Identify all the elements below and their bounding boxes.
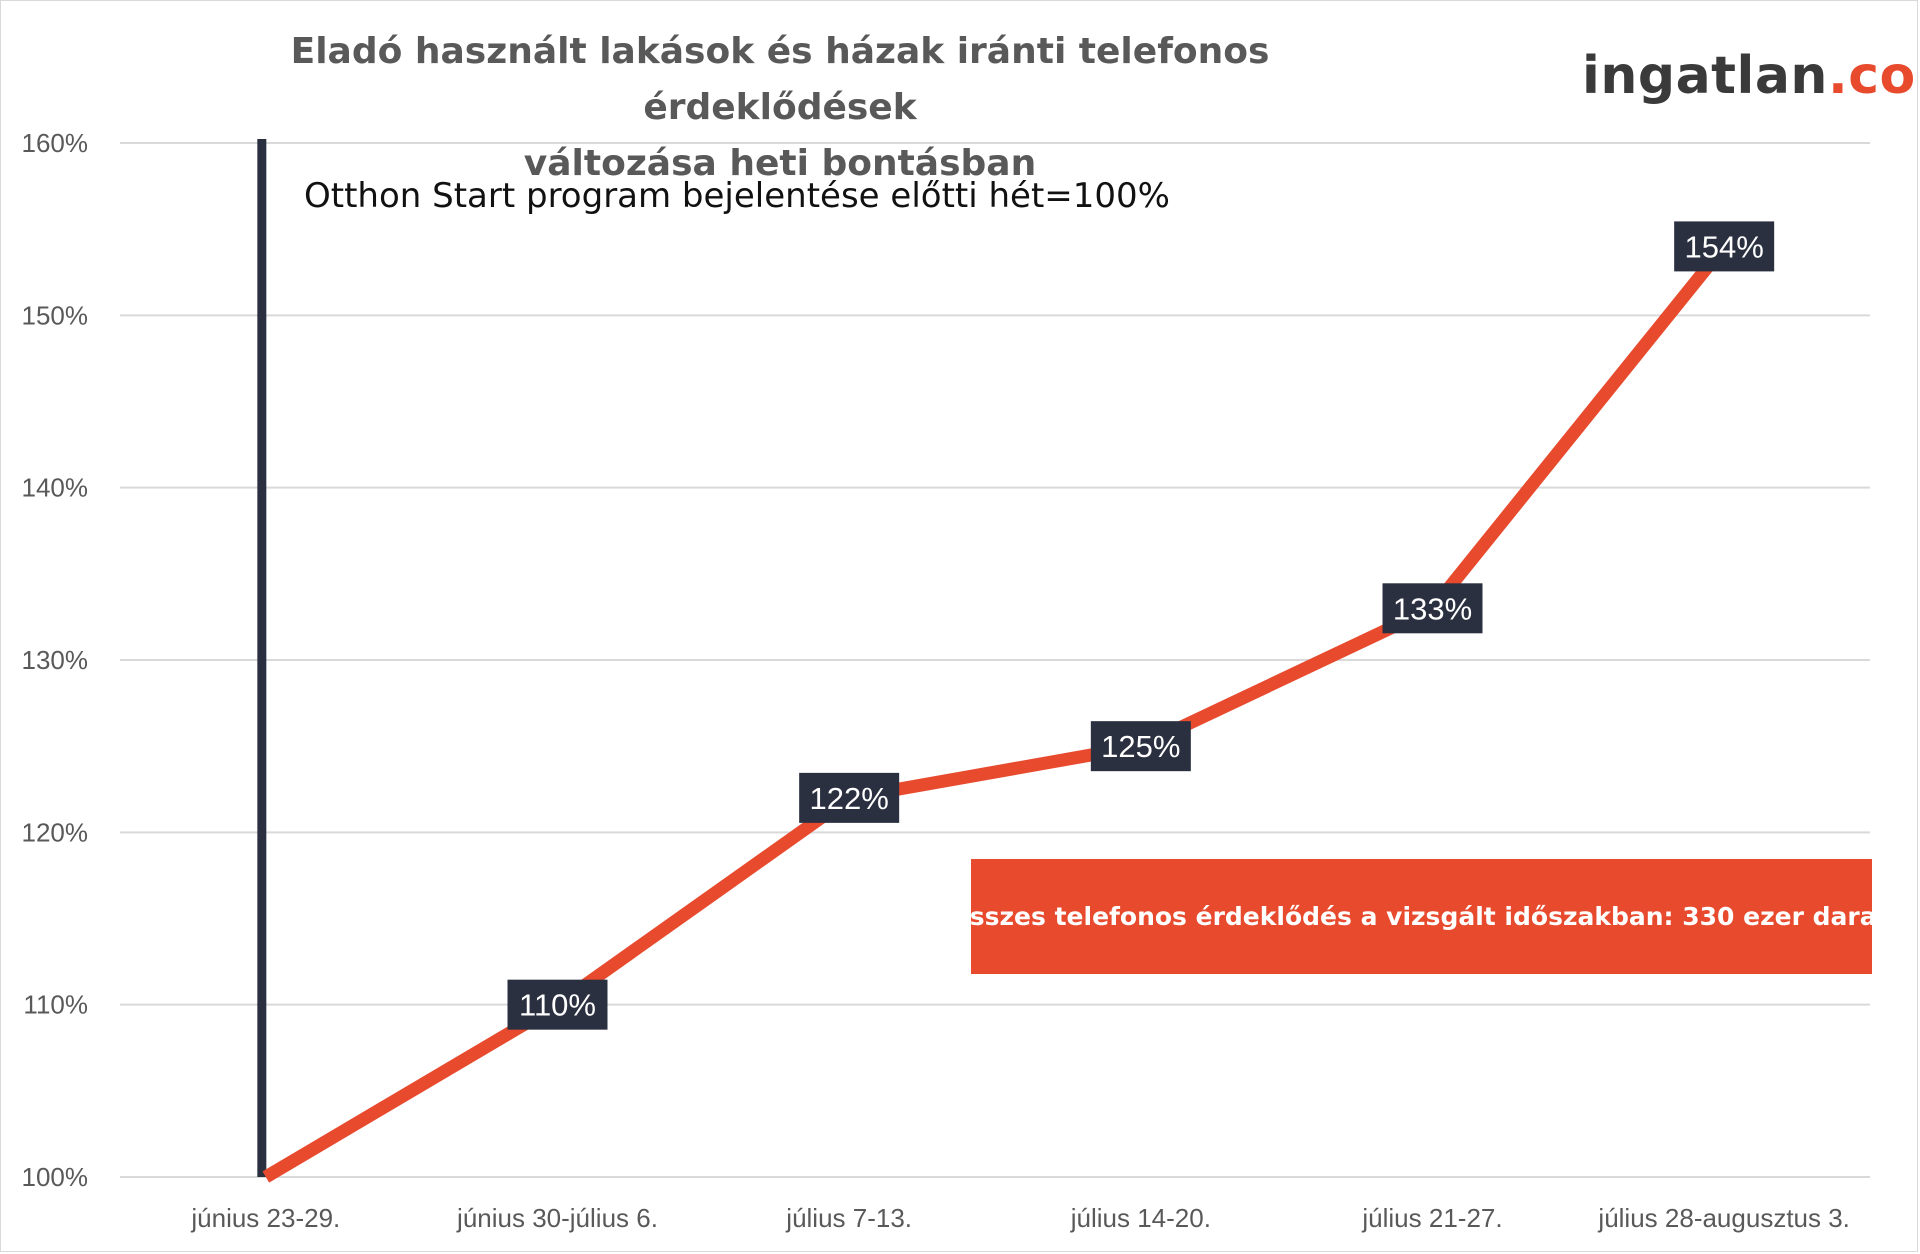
chart-title-line-2: változása heti bontásban [523, 143, 1037, 184]
data-label: 122% [810, 781, 889, 816]
chart-title: Eladó használt lakások és házak iránti t… [280, 24, 1280, 192]
x-tick-label: július 28-augusztus 3. [1597, 1203, 1849, 1233]
data-label: 125% [1101, 729, 1180, 764]
x-tick-label: július 21-27. [1361, 1203, 1502, 1233]
ingatlan-logo: ingatlan.com [1582, 46, 1920, 106]
x-tick-label: június 30-július 6. [456, 1203, 658, 1233]
y-axis-ticks: 100% 110% 120% 130% 140% 150% 160% [22, 128, 89, 1192]
y-tick-label: 130% [22, 645, 89, 675]
logo-text-main: ingatlan [1582, 46, 1828, 106]
chart-title-line-1: Eladó használt lakások és házak iránti t… [290, 31, 1270, 128]
logo-text-domain: .com [1827, 46, 1920, 106]
info-box: Összes telefonos érdeklődés a vizsgált i… [948, 859, 1895, 974]
data-label-box [1090, 721, 1191, 772]
x-tick-label: június 23-29. [190, 1203, 340, 1233]
data-label-box [1674, 221, 1775, 272]
x-tick-label: július 7-13. [785, 1203, 912, 1233]
x-axis-ticks: június 23-29. június 30-július 6. július 7… [190, 1203, 1850, 1233]
series-line [262, 242, 1730, 1183]
y-tick-label: 160% [22, 128, 89, 158]
y-tick-label: 140% [22, 473, 89, 503]
reference-note: Otthon Start program bejelentése előtti … [304, 176, 1170, 216]
y-tick-label: 120% [22, 817, 89, 847]
data-label: 110% [519, 988, 596, 1023]
y-tick-label: 150% [22, 300, 89, 330]
x-tick-label: július 14-20. [1070, 1203, 1211, 1233]
data-label: 133% [1393, 591, 1472, 626]
data-label-box [1382, 583, 1483, 634]
gridlines [120, 142, 1870, 1178]
data-label-box [799, 772, 900, 823]
info-box-text: Összes telefonos érdeklődés a vizsgált i… [948, 902, 1895, 931]
y-tick-label: 100% [22, 1162, 89, 1192]
data-label: 154% [1685, 229, 1764, 264]
data-labels: 110% 122% 125% 133% 154% [507, 221, 1775, 1030]
y-tick-label: 110% [23, 990, 88, 1020]
data-label-box [507, 979, 608, 1030]
